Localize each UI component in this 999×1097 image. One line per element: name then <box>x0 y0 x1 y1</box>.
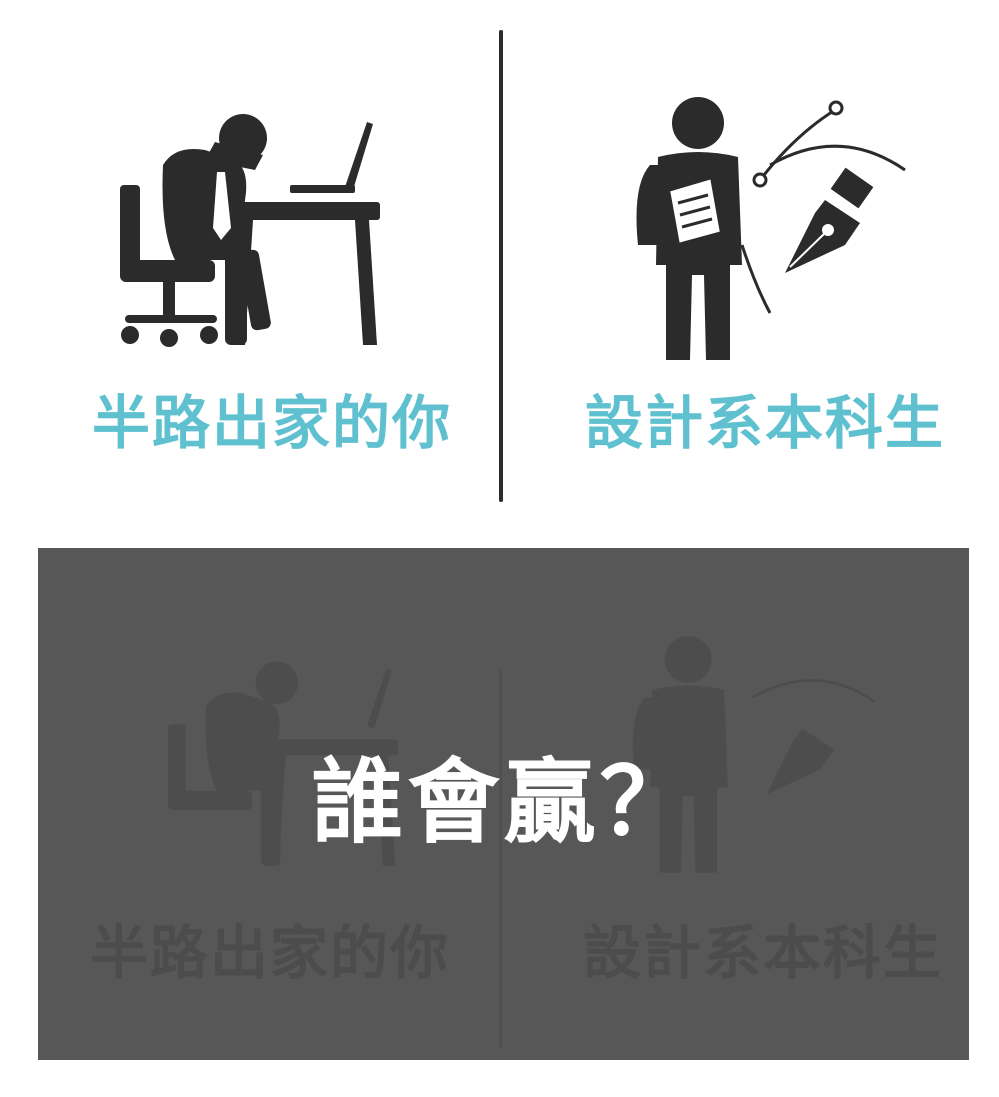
vertical-divider <box>499 30 503 502</box>
ghost-design-student-icon <box>632 636 876 873</box>
question-panel: 半路出家的你 設計系本科生 誰會贏？ <box>38 548 969 1060</box>
left-caption: 半路出家的你 <box>92 389 453 457</box>
frustrated-office-worker-icon <box>120 114 380 347</box>
ghost-right-caption: 設計系本科生 <box>583 919 944 987</box>
right-caption: 設計系本科生 <box>585 389 946 457</box>
question-heading: 誰會贏？ <box>311 749 696 856</box>
design-student-pen-tool-icon <box>636 97 906 360</box>
ghost-office-worker-icon <box>168 661 398 866</box>
comparison-header: 半路出家的你 設計系本科生 <box>0 0 999 520</box>
ghost-divider <box>499 668 502 1048</box>
ghost-left-caption: 半路出家的你 <box>90 919 451 987</box>
